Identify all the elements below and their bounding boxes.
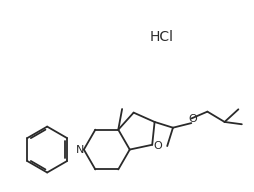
Text: O: O [152, 141, 161, 151]
Text: HCl: HCl [149, 30, 173, 44]
Text: N: N [75, 145, 84, 155]
Text: O: O [187, 113, 196, 123]
